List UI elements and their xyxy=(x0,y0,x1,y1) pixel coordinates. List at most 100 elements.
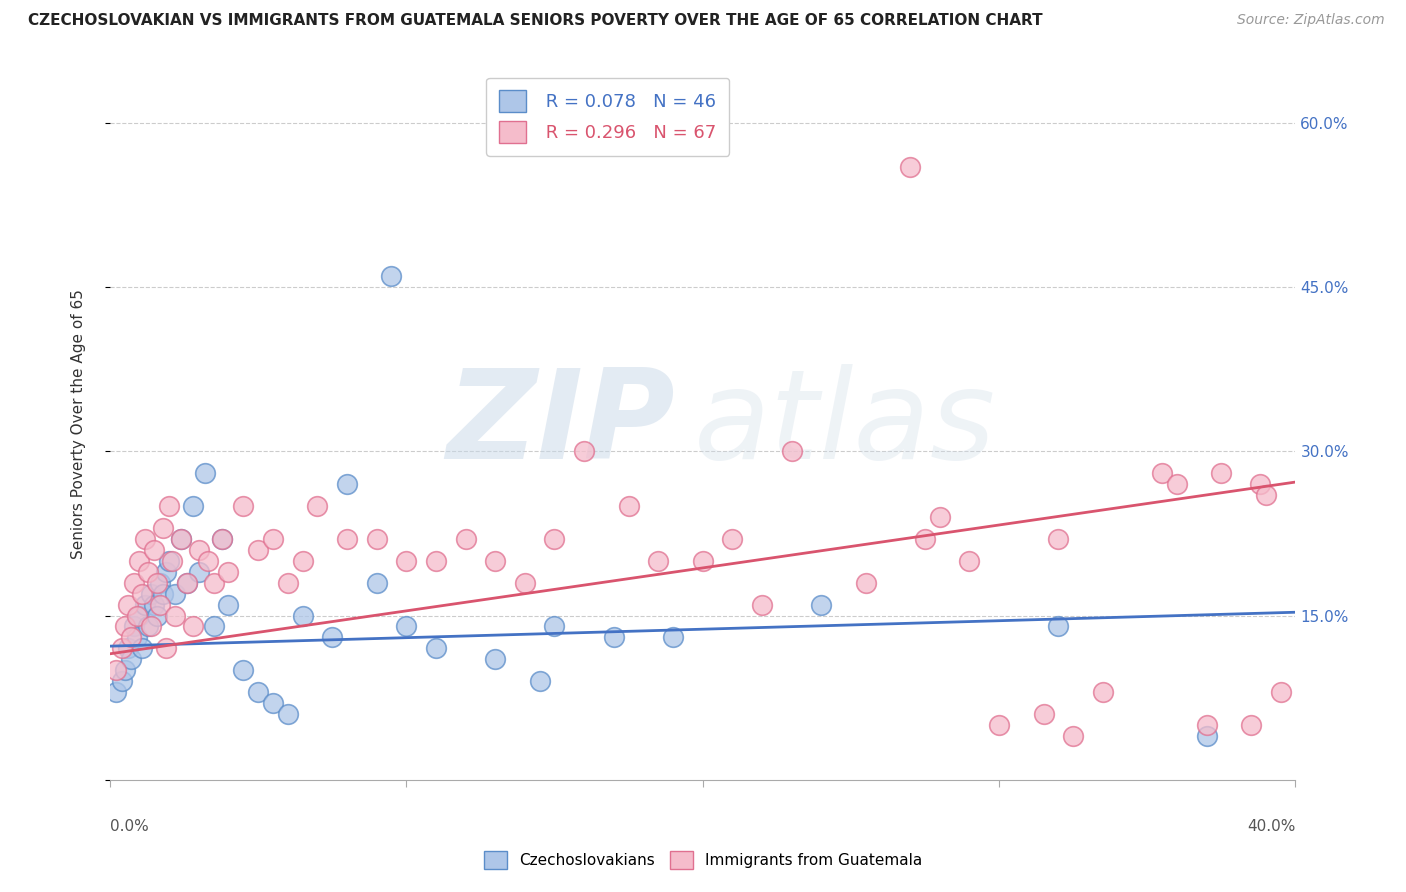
Point xyxy=(1091,685,1114,699)
Point xyxy=(395,619,418,633)
Point xyxy=(692,554,714,568)
Point xyxy=(247,685,270,699)
Point xyxy=(721,532,744,546)
Point xyxy=(211,532,233,546)
Point xyxy=(277,706,299,721)
Point xyxy=(291,554,314,568)
Point xyxy=(1032,706,1054,721)
Point xyxy=(146,575,169,590)
Point xyxy=(155,565,177,579)
Point xyxy=(543,532,565,546)
Point xyxy=(165,587,187,601)
Point xyxy=(120,631,142,645)
Point xyxy=(1152,467,1174,481)
Point xyxy=(165,608,187,623)
Point xyxy=(197,554,219,568)
Point xyxy=(336,477,359,491)
Point xyxy=(152,587,174,601)
Point xyxy=(1211,467,1233,481)
Point xyxy=(647,554,669,568)
Point xyxy=(176,575,198,590)
Point xyxy=(1047,619,1070,633)
Point xyxy=(134,598,156,612)
Point xyxy=(321,631,343,645)
Point xyxy=(336,532,359,546)
Point xyxy=(1062,729,1084,743)
Point xyxy=(898,160,921,174)
Point xyxy=(529,674,551,689)
Point xyxy=(425,554,447,568)
Point xyxy=(160,554,183,568)
Point xyxy=(780,444,803,458)
Point xyxy=(155,641,177,656)
Point xyxy=(125,631,148,645)
Point xyxy=(149,598,172,612)
Point xyxy=(122,575,145,590)
Point xyxy=(291,608,314,623)
Point xyxy=(128,608,150,623)
Point xyxy=(176,575,198,590)
Point xyxy=(211,532,233,546)
Point xyxy=(914,532,936,546)
Point xyxy=(1249,477,1271,491)
Text: 40.0%: 40.0% xyxy=(1247,819,1295,834)
Point xyxy=(1166,477,1188,491)
Point xyxy=(395,554,418,568)
Point xyxy=(122,619,145,633)
Point xyxy=(1254,488,1277,502)
Point xyxy=(855,575,877,590)
Point xyxy=(425,641,447,656)
Point xyxy=(143,598,166,612)
Point xyxy=(104,663,127,677)
Point xyxy=(114,663,136,677)
Point xyxy=(513,575,536,590)
Point xyxy=(543,619,565,633)
Text: atlas: atlas xyxy=(695,364,995,484)
Point xyxy=(120,652,142,666)
Text: ZIP: ZIP xyxy=(446,364,675,484)
Point xyxy=(603,631,626,645)
Point xyxy=(484,554,506,568)
Point xyxy=(141,587,163,601)
Point xyxy=(104,685,127,699)
Point xyxy=(114,619,136,633)
Point xyxy=(957,554,980,568)
Point xyxy=(217,565,239,579)
Point xyxy=(141,619,163,633)
Point xyxy=(202,619,225,633)
Point xyxy=(146,608,169,623)
Point xyxy=(117,598,139,612)
Point xyxy=(181,619,204,633)
Point xyxy=(810,598,832,612)
Text: Source: ZipAtlas.com: Source: ZipAtlas.com xyxy=(1237,13,1385,28)
Point xyxy=(131,641,153,656)
Point xyxy=(170,532,193,546)
Point xyxy=(307,499,329,513)
Point xyxy=(277,575,299,590)
Point xyxy=(988,718,1011,732)
Point xyxy=(138,565,160,579)
Point xyxy=(149,575,172,590)
Point xyxy=(1047,532,1070,546)
Point xyxy=(617,499,640,513)
Point xyxy=(170,532,193,546)
Point xyxy=(1270,685,1292,699)
Point xyxy=(111,641,134,656)
Text: 0.0%: 0.0% xyxy=(110,819,149,834)
Text: CZECHOSLOVAKIAN VS IMMIGRANTS FROM GUATEMALA SENIORS POVERTY OVER THE AGE OF 65 : CZECHOSLOVAKIAN VS IMMIGRANTS FROM GUATE… xyxy=(28,13,1043,29)
Point xyxy=(128,554,150,568)
Point xyxy=(1195,718,1218,732)
Point xyxy=(751,598,773,612)
Point xyxy=(247,542,270,557)
Point xyxy=(187,565,209,579)
Point xyxy=(134,532,156,546)
Point xyxy=(131,587,153,601)
Point xyxy=(262,532,284,546)
Point xyxy=(380,269,402,284)
Point xyxy=(572,444,595,458)
Point xyxy=(366,532,388,546)
Point xyxy=(262,696,284,710)
Point xyxy=(143,542,166,557)
Point xyxy=(232,499,254,513)
Point xyxy=(194,467,217,481)
